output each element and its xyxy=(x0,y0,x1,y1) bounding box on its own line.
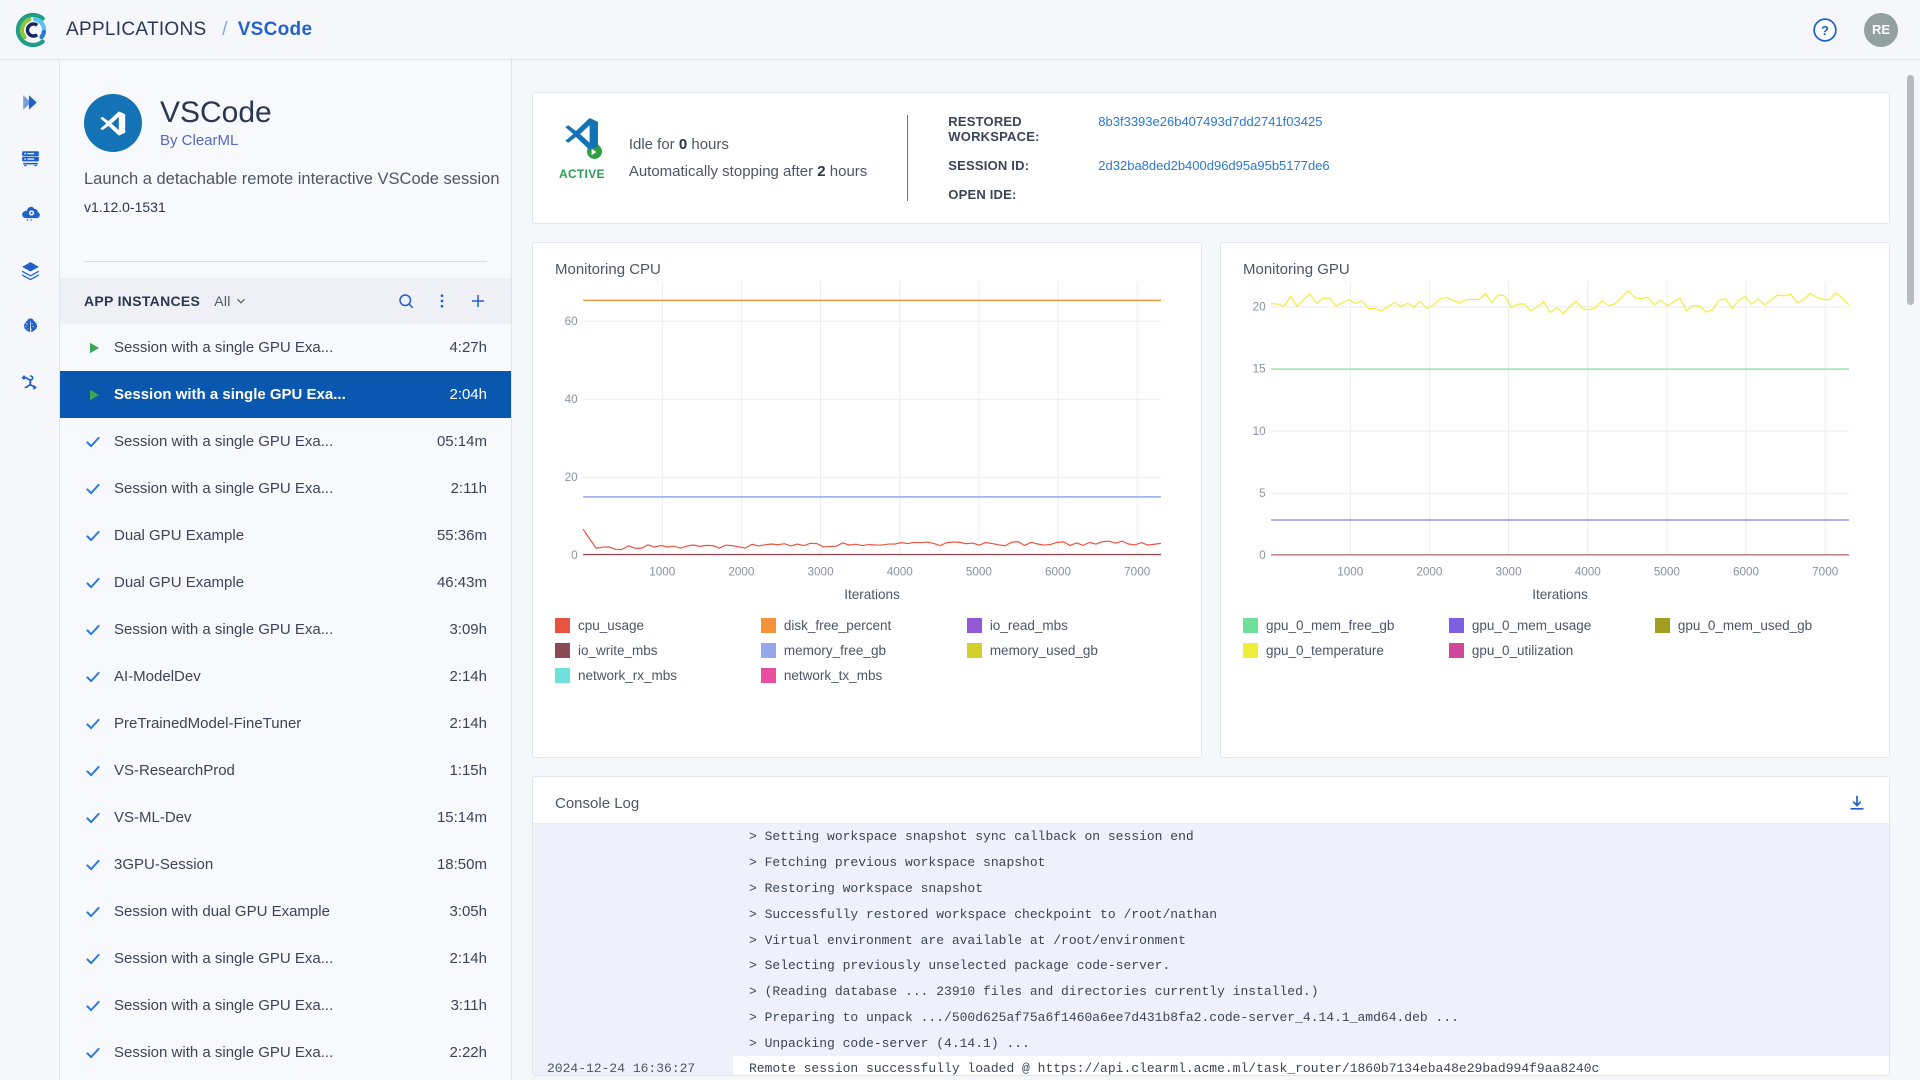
svg-text:5: 5 xyxy=(1259,487,1266,500)
svg-text:0: 0 xyxy=(1259,549,1266,562)
svg-text:?: ? xyxy=(1821,22,1829,37)
svg-text:5000: 5000 xyxy=(1654,565,1681,578)
svg-text:2000: 2000 xyxy=(728,565,755,578)
svg-text:20: 20 xyxy=(1253,300,1266,313)
svg-text:1000: 1000 xyxy=(1337,565,1364,578)
svg-text:Iterations: Iterations xyxy=(844,587,900,602)
svg-text:1000: 1000 xyxy=(649,565,676,578)
svg-text:6000: 6000 xyxy=(1733,565,1760,578)
svg-text:20: 20 xyxy=(565,471,578,484)
svg-text:10: 10 xyxy=(1253,425,1266,438)
svg-text:3000: 3000 xyxy=(1496,565,1523,578)
svg-text:7000: 7000 xyxy=(1812,565,1839,578)
svg-text:4000: 4000 xyxy=(1575,565,1602,578)
svg-text:5000: 5000 xyxy=(966,565,993,578)
svg-text:0: 0 xyxy=(571,549,578,562)
svg-text:6000: 6000 xyxy=(1045,565,1072,578)
svg-text:4000: 4000 xyxy=(887,565,914,578)
svg-text:40: 40 xyxy=(565,393,578,406)
svg-text:3000: 3000 xyxy=(808,565,835,578)
svg-text:60: 60 xyxy=(565,315,578,328)
svg-text:2000: 2000 xyxy=(1416,565,1443,578)
svg-text:15: 15 xyxy=(1253,363,1266,376)
svg-text:7000: 7000 xyxy=(1124,565,1151,578)
svg-text:Iterations: Iterations xyxy=(1532,587,1588,602)
